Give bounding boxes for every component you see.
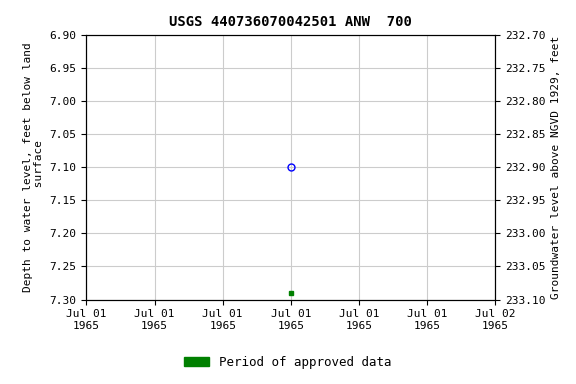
Y-axis label: Depth to water level, feet below land
 surface: Depth to water level, feet below land su… xyxy=(22,42,44,292)
Title: USGS 440736070042501 ANW  700: USGS 440736070042501 ANW 700 xyxy=(169,15,412,29)
Legend: Period of approved data: Period of approved data xyxy=(179,351,397,374)
Y-axis label: Groundwater level above NGVD 1929, feet: Groundwater level above NGVD 1929, feet xyxy=(551,35,561,299)
